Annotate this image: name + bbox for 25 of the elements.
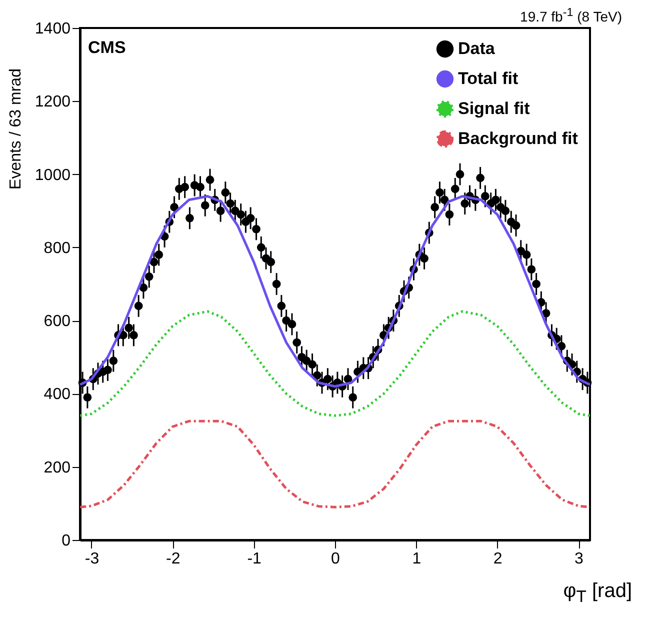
x-tick-label: 0 [331, 550, 340, 568]
x-tick-label: 2 [493, 550, 502, 568]
legend-label: Background fit [458, 129, 578, 148]
legend-label: Total fit [458, 69, 518, 88]
legend-label: Signal fit [458, 99, 530, 118]
y-axis-title: Events / 63 mrad [6, 68, 25, 190]
annotation: CMS [88, 38, 126, 57]
chart-subtitle: 19.7 fb$^{-1}$ (8 TeV) [520, 6, 622, 25]
y-tick-label: 800 [44, 240, 71, 257]
x-tick-label: -3 [84, 550, 100, 568]
line-series [78, 420, 592, 508]
y-tick-label: 200 [44, 459, 71, 476]
y-tick-label: 400 [44, 386, 71, 404]
x-tick-label: 3 [574, 550, 584, 568]
x-axis-title: φ$_{T}$ [rad] [563, 580, 632, 607]
y-tick-label: 1000 [34, 166, 71, 184]
x-tick-label: -1 [247, 550, 262, 568]
y-tick-label: 0 [62, 532, 71, 550]
x-tick-label: -2 [166, 550, 180, 568]
line-series [78, 310, 592, 417]
y-tick-label: 600 [44, 313, 71, 330]
x-tick-label: 1 [412, 550, 422, 568]
y-tick-label: 1200 [34, 94, 71, 111]
y-tick-label: 1400 [34, 20, 71, 38]
legend-label: Data [458, 39, 496, 58]
